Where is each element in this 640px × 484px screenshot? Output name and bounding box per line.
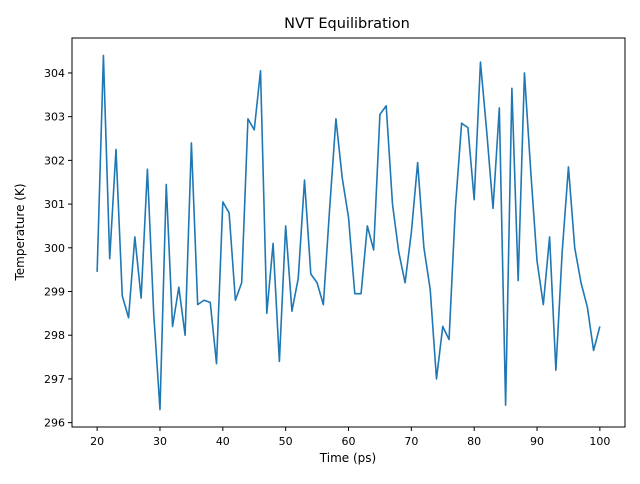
y-tick-label: 298 bbox=[44, 329, 65, 342]
y-tick-label: 297 bbox=[44, 373, 65, 386]
y-tick-label: 303 bbox=[44, 111, 65, 124]
y-axis-ticks: 296 297 298 299 300 301 302 303 304 bbox=[44, 67, 72, 430]
y-tick-label: 301 bbox=[44, 198, 65, 211]
x-tick-label: 100 bbox=[589, 435, 610, 448]
x-tick-label: 80 bbox=[467, 435, 481, 448]
x-tick-label: 90 bbox=[530, 435, 544, 448]
x-tick-label: 60 bbox=[342, 435, 356, 448]
x-tick-label: 50 bbox=[279, 435, 293, 448]
y-tick-label: 302 bbox=[44, 154, 65, 167]
x-axis-ticks: 20 30 40 50 60 70 80 90 100 bbox=[90, 427, 610, 448]
y-tick-label: 299 bbox=[44, 286, 65, 299]
chart-title: NVT Equilibration bbox=[284, 16, 410, 32]
x-axis-label: Time (ps) bbox=[319, 451, 376, 465]
axes-frame bbox=[71, 37, 626, 428]
y-tick-label: 304 bbox=[44, 67, 65, 80]
x-tick-label: 70 bbox=[404, 435, 418, 448]
plot-area bbox=[96, 54, 601, 411]
y-tick-label: 300 bbox=[44, 242, 65, 255]
temperature-series-line bbox=[96, 54, 601, 411]
x-tick-label: 30 bbox=[153, 435, 167, 448]
y-tick-label: 296 bbox=[44, 417, 65, 430]
x-tick-label: 40 bbox=[216, 435, 230, 448]
y-axis-label: Temperature (K) bbox=[13, 183, 27, 281]
x-tick-label: 20 bbox=[90, 435, 104, 448]
